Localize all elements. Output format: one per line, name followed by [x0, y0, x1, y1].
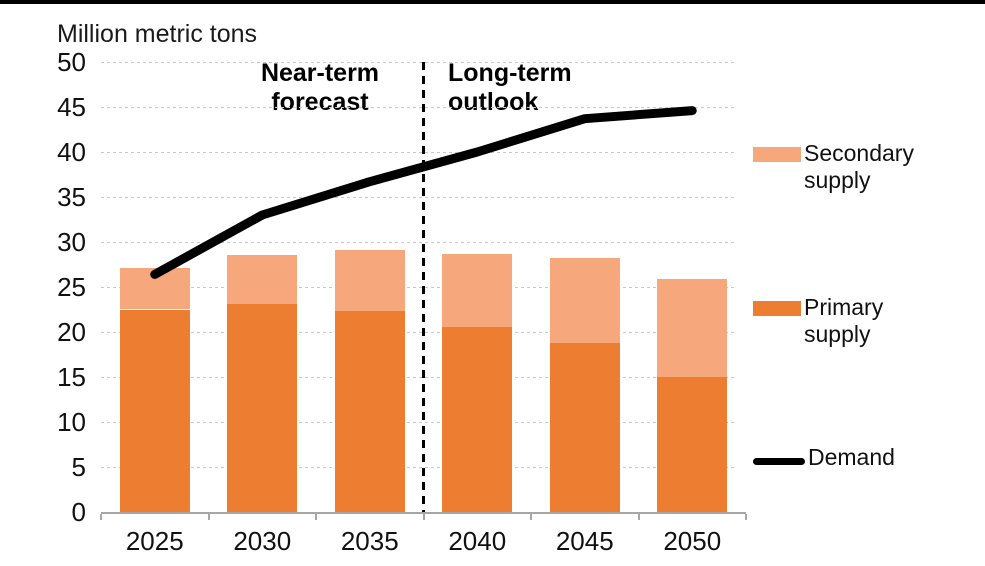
- bar-primary-supply-2050: [657, 377, 728, 512]
- x-tick-label: 2040: [448, 526, 507, 556]
- y-tick-label: 30: [57, 227, 86, 257]
- gridline-35: [101, 196, 737, 198]
- x-axis-tick: [530, 514, 532, 520]
- y-tick-label: 15: [57, 362, 86, 392]
- legend-label-demand: Demand: [808, 444, 895, 470]
- bar-primary-supply-2035: [334, 311, 405, 512]
- bar-secondary-supply-2035: [334, 250, 405, 312]
- gridline-50: [101, 61, 737, 63]
- gridline-20: [101, 331, 737, 333]
- x-tick-label: 2025: [125, 526, 184, 556]
- legend-label-primary-supply: Primary supply: [804, 294, 884, 347]
- y-tick-label: 20: [57, 317, 86, 347]
- demand-line-swatch-icon: [753, 458, 805, 465]
- annotation-long-term-outlook: Long-term outlook: [448, 59, 668, 117]
- x-tick-label: 2030: [233, 526, 292, 556]
- bar-primary-supply-2045: [549, 342, 620, 512]
- y-tick-label: 45: [57, 92, 86, 122]
- x-axis-line: [101, 512, 746, 514]
- gridline-5: [101, 466, 737, 468]
- gridline-25: [101, 286, 737, 288]
- primary-supply-swatch-icon: [753, 301, 801, 316]
- secondary-supply-swatch-icon: [753, 147, 801, 162]
- annotation-near-term-forecast: Near-term forecast: [230, 59, 410, 117]
- x-axis-tick: [745, 514, 747, 520]
- gridline-30: [101, 241, 737, 243]
- y-tick-label: 0: [71, 497, 86, 527]
- y-tick-label: 5: [71, 452, 86, 482]
- x-axis-tick: [100, 514, 102, 520]
- annotation-text-line1: Near-term: [260, 59, 380, 87]
- x-axis-tick: [315, 514, 317, 520]
- legend-label-secondary-supply: Secondary supply: [804, 140, 914, 193]
- bar-secondary-supply-2040: [442, 253, 513, 327]
- bar-secondary-supply-2025: [119, 268, 190, 310]
- annotation-text-line1: Long-term: [448, 59, 572, 87]
- bar-secondary-supply-2030: [227, 254, 298, 305]
- top-border-line: [0, 0, 985, 4]
- y-tick-label: 25: [57, 272, 86, 302]
- bar-primary-supply-2040: [442, 326, 513, 512]
- y-tick-label: 35: [57, 182, 86, 212]
- legend-item-primary-supply: Primary supply: [753, 294, 944, 348]
- y-tick-label: 40: [57, 137, 86, 167]
- demand-line: [150, 106, 697, 279]
- x-tick-label: 2035: [340, 526, 399, 556]
- gridline-40: [101, 151, 737, 153]
- gridline-15: [101, 376, 737, 378]
- x-tick-label: 2050: [663, 526, 722, 556]
- x-axis-tick: [637, 514, 640, 520]
- x-tick-label: 2045: [555, 526, 614, 556]
- y-tick-label: 10: [57, 407, 86, 437]
- bar-secondary-supply-2050: [657, 278, 728, 377]
- chart-unit-label: Million metric tons: [57, 20, 258, 48]
- x-axis-tick: [207, 514, 210, 520]
- legend-item-demand: Demand: [753, 444, 948, 471]
- gridline-45: [101, 106, 737, 108]
- y-tick-label: 50: [57, 47, 86, 77]
- bar-secondary-supply-2045: [549, 258, 620, 343]
- bar-primary-supply-2025: [119, 309, 190, 512]
- x-axis-tick: [422, 514, 425, 520]
- gridline-10: [101, 421, 737, 423]
- bar-primary-supply-2030: [227, 304, 298, 512]
- legend-item-secondary-supply: Secondary supply: [753, 140, 944, 194]
- annotation-text-line2: forecast: [271, 88, 369, 116]
- annotation-text-line2: outlook: [448, 88, 539, 116]
